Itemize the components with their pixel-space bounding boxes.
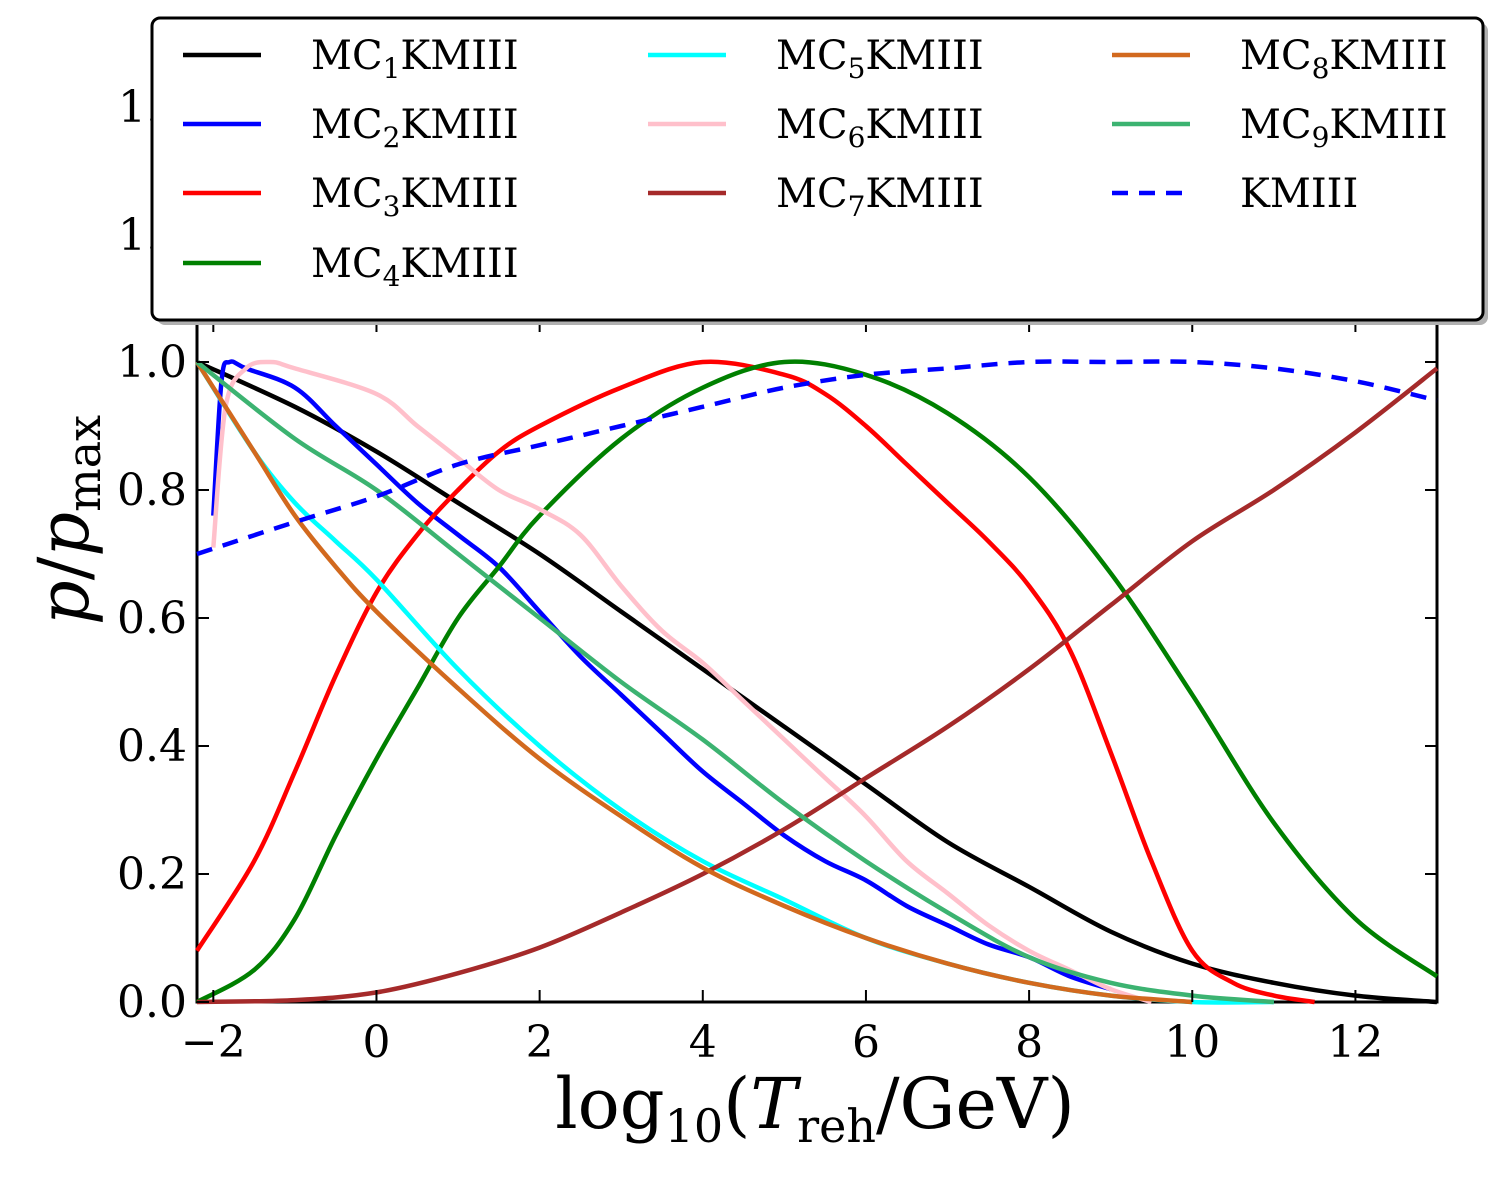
y-axis-title-num: p [23,580,105,625]
legend: MC1KMIII MC2KMIII MC3KMIII MC4KMIII MC5KMIII… [150,16,1488,325]
legend-box [150,16,1485,322]
x-axis-title-var: T [750,1063,801,1145]
y-axis-title-den-sub: max [57,415,111,512]
legend-label: MC6KMIII [776,102,984,154]
series-line-mc8kmiii [195,360,1193,1005]
y-tick-label: 0.0 [117,977,187,1028]
series-line-mc5kmiii [195,360,1274,1005]
legend-label: MC9KMIII [1240,102,1448,154]
plot-frame [195,318,1439,1004]
x-tick-label: 6 [852,1017,880,1068]
series-line-mc7kmiii [196,366,1439,1005]
legend-entries: MC1KMIII MC2KMIII MC3KMIII MC4KMIII MC5KMIII… [183,33,1448,293]
ticks-layer: −2 0 2 4 6 8 10 12 0.0 0.2 0.4 0.6 0.8 1.0 [117,320,1437,1068]
x-axis-title-sub: 10 [665,1099,724,1153]
y-tick-label: 0.8 [117,465,187,516]
legend-label: MC3KMIII [311,171,519,223]
series-layer [195,359,1439,1005]
series-line-kmiii [196,359,1438,557]
series-line-mc3kmiii [195,359,1315,1005]
x-axis-title-open: ( [723,1063,750,1145]
x-tick-label: 2 [526,1017,554,1068]
y-axis-title-slash: / [23,556,105,580]
y-tick-label: 0.2 [117,849,187,900]
x-axis-title-base: log [555,1063,664,1145]
legend-label: MC2KMIII [311,102,519,154]
legend-label: MC4KMIII [311,241,519,293]
x-axis-title-rest: /GeV) [876,1063,1075,1145]
y-tick-label: 0.6 [117,593,187,644]
series-line-mc2kmiii [211,359,1112,992]
series-line-mc6kmiii [211,359,1153,1005]
legend-label: MC5KMIII [776,33,984,85]
legend-label: MC7KMIII [776,171,984,223]
x-tick-label: 10 [1164,1017,1220,1068]
legend-label: MC1KMIII [311,33,519,85]
y-tick-label: 1.0 [117,337,187,388]
x-axis-title-var-sub: reh [797,1099,876,1153]
legend-label: MC8KMIII [1240,33,1448,85]
x-tick-label: 0 [362,1017,390,1068]
series-line-mc1kmiii [196,359,1438,1005]
y-axis-title: p/pmax [23,415,111,625]
series-line-mc9kmiii [195,360,1274,1005]
series-line-mc4kmiii [195,359,1439,1004]
plot-frame-layer [195,318,1439,1004]
x-tick-label: 8 [1015,1017,1043,1068]
y-tick-label: 0.4 [117,721,187,772]
legend-label: KMIII [1240,171,1358,217]
y-axis-title-den: p [23,512,105,557]
x-tick-label: 12 [1327,1017,1383,1068]
x-tick-label: 4 [689,1017,717,1068]
x-tick-label: −2 [181,1017,246,1068]
x-axis-title: log10(Treh/GeV) [555,1063,1075,1153]
